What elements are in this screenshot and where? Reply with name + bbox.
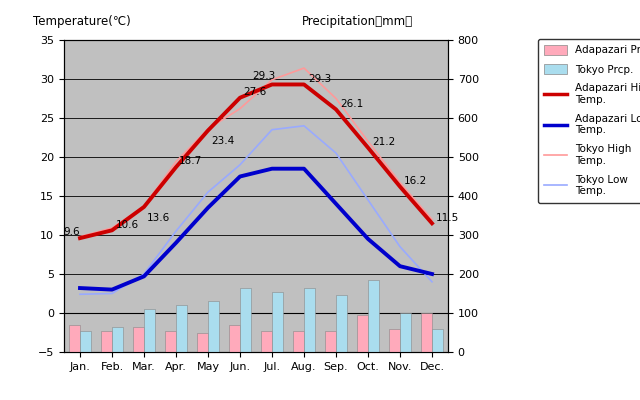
Bar bbox=[357, 315, 368, 352]
Text: 9.6: 9.6 bbox=[63, 227, 80, 237]
Text: 18.7: 18.7 bbox=[179, 156, 202, 166]
Text: 11.5: 11.5 bbox=[436, 212, 460, 222]
Text: 29.3: 29.3 bbox=[253, 71, 276, 81]
Text: 10.6: 10.6 bbox=[116, 220, 140, 230]
Bar bbox=[165, 330, 176, 352]
Bar bbox=[272, 292, 283, 352]
Bar bbox=[240, 288, 251, 352]
Bar bbox=[176, 305, 187, 352]
Bar bbox=[293, 330, 304, 352]
Bar bbox=[197, 332, 208, 352]
Legend: Adapazari Prcp., Tokyo Prcp., Adapazari High
Temp., Adapazari Low
Temp., Tokyo H: Adapazari Prcp., Tokyo Prcp., Adapazari … bbox=[538, 39, 640, 202]
Text: Precipitation（mm）: Precipitation（mm） bbox=[302, 14, 413, 28]
Bar bbox=[336, 296, 347, 352]
Text: 13.6: 13.6 bbox=[147, 213, 170, 223]
Text: 27.6: 27.6 bbox=[243, 87, 266, 97]
Bar bbox=[101, 330, 112, 352]
Bar bbox=[368, 280, 379, 352]
Bar bbox=[304, 288, 315, 352]
Bar bbox=[432, 329, 443, 352]
Bar bbox=[112, 327, 123, 352]
Bar bbox=[388, 329, 400, 352]
Text: 23.4: 23.4 bbox=[211, 136, 234, 146]
Bar bbox=[400, 313, 412, 352]
Bar bbox=[69, 325, 80, 352]
Bar bbox=[229, 325, 240, 352]
Bar bbox=[144, 309, 155, 352]
Text: 29.3: 29.3 bbox=[308, 74, 332, 84]
Text: 26.1: 26.1 bbox=[340, 99, 364, 109]
Bar bbox=[208, 301, 219, 352]
Text: 21.2: 21.2 bbox=[372, 137, 396, 147]
Bar bbox=[133, 327, 144, 352]
Bar bbox=[80, 330, 92, 352]
Bar bbox=[421, 313, 432, 352]
Bar bbox=[261, 330, 272, 352]
Bar bbox=[325, 330, 336, 352]
Text: Temperature(℃): Temperature(℃) bbox=[33, 14, 131, 28]
Text: 16.2: 16.2 bbox=[404, 176, 428, 186]
